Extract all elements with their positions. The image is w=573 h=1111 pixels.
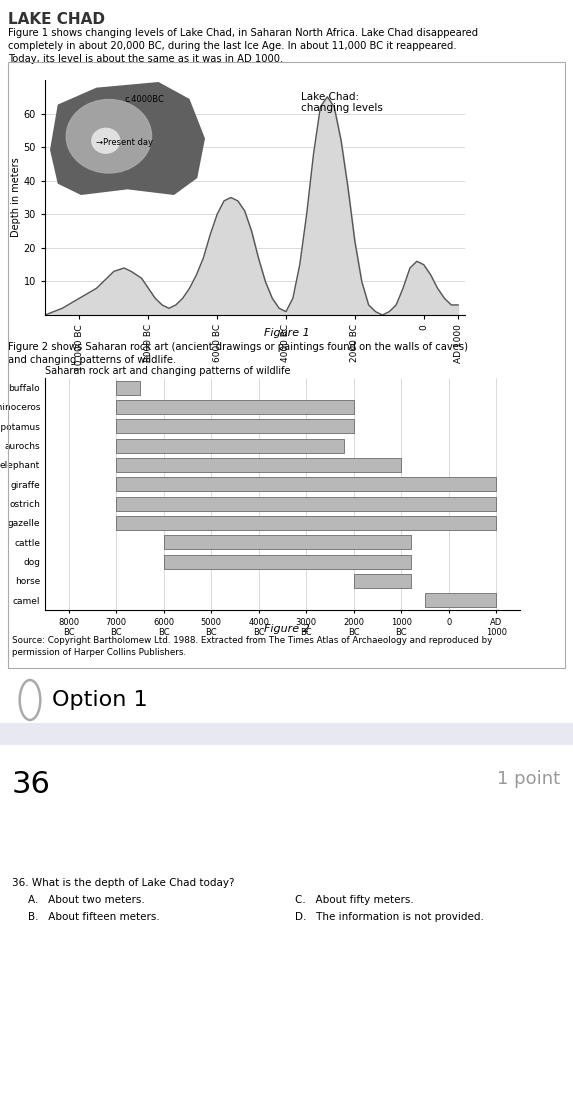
Text: 36: 36 bbox=[12, 770, 51, 799]
Text: LAKE CHAD: LAKE CHAD bbox=[8, 12, 105, 27]
Text: Saharan rock art and changing patterns of wildlife: Saharan rock art and changing patterns o… bbox=[45, 366, 291, 376]
Text: →Present day: →Present day bbox=[96, 138, 154, 148]
Bar bbox=[116, 497, 496, 511]
Ellipse shape bbox=[92, 129, 120, 153]
Bar bbox=[116, 419, 354, 433]
Bar bbox=[116, 458, 401, 472]
Text: Figure 2 shows Saharan rock art (ancient drawings or paintings found on the wall: Figure 2 shows Saharan rock art (ancient… bbox=[8, 342, 468, 366]
Polygon shape bbox=[50, 82, 205, 196]
Text: Option 1: Option 1 bbox=[52, 690, 148, 710]
Text: Source: Copyright Bartholomew Ltd. 1988. Extracted from The Times Atlas of Archa: Source: Copyright Bartholomew Ltd. 1988.… bbox=[12, 635, 492, 657]
Bar bbox=[164, 536, 411, 549]
Text: B.   About fifteen meters.: B. About fifteen meters. bbox=[28, 912, 160, 922]
Y-axis label: Depth in meters: Depth in meters bbox=[11, 158, 21, 238]
Bar bbox=[116, 381, 140, 394]
Bar bbox=[164, 554, 411, 569]
Text: Figure 2: Figure 2 bbox=[264, 624, 309, 634]
Text: c.4000BC: c.4000BC bbox=[124, 96, 164, 104]
Ellipse shape bbox=[66, 100, 151, 173]
Text: 36. What is the depth of Lake Chad today?: 36. What is the depth of Lake Chad today… bbox=[12, 878, 234, 888]
Text: Lake Chad:
changing levels: Lake Chad: changing levels bbox=[301, 92, 383, 113]
Bar bbox=[116, 478, 496, 491]
Bar bbox=[116, 439, 344, 452]
Text: 1 point: 1 point bbox=[497, 770, 560, 788]
Bar bbox=[116, 400, 354, 414]
Text: A.   About two meters.: A. About two meters. bbox=[28, 895, 145, 905]
Text: Figure 1: Figure 1 bbox=[264, 328, 309, 338]
Bar bbox=[116, 516, 496, 530]
Text: Figure 1 shows changing levels of Lake Chad, in Saharan North Africa. Lake Chad : Figure 1 shows changing levels of Lake C… bbox=[8, 28, 478, 64]
Text: C.   About fifty meters.: C. About fifty meters. bbox=[295, 895, 414, 905]
Bar bbox=[354, 574, 411, 588]
Text: D.   The information is not provided.: D. The information is not provided. bbox=[295, 912, 484, 922]
Bar bbox=[425, 593, 496, 608]
